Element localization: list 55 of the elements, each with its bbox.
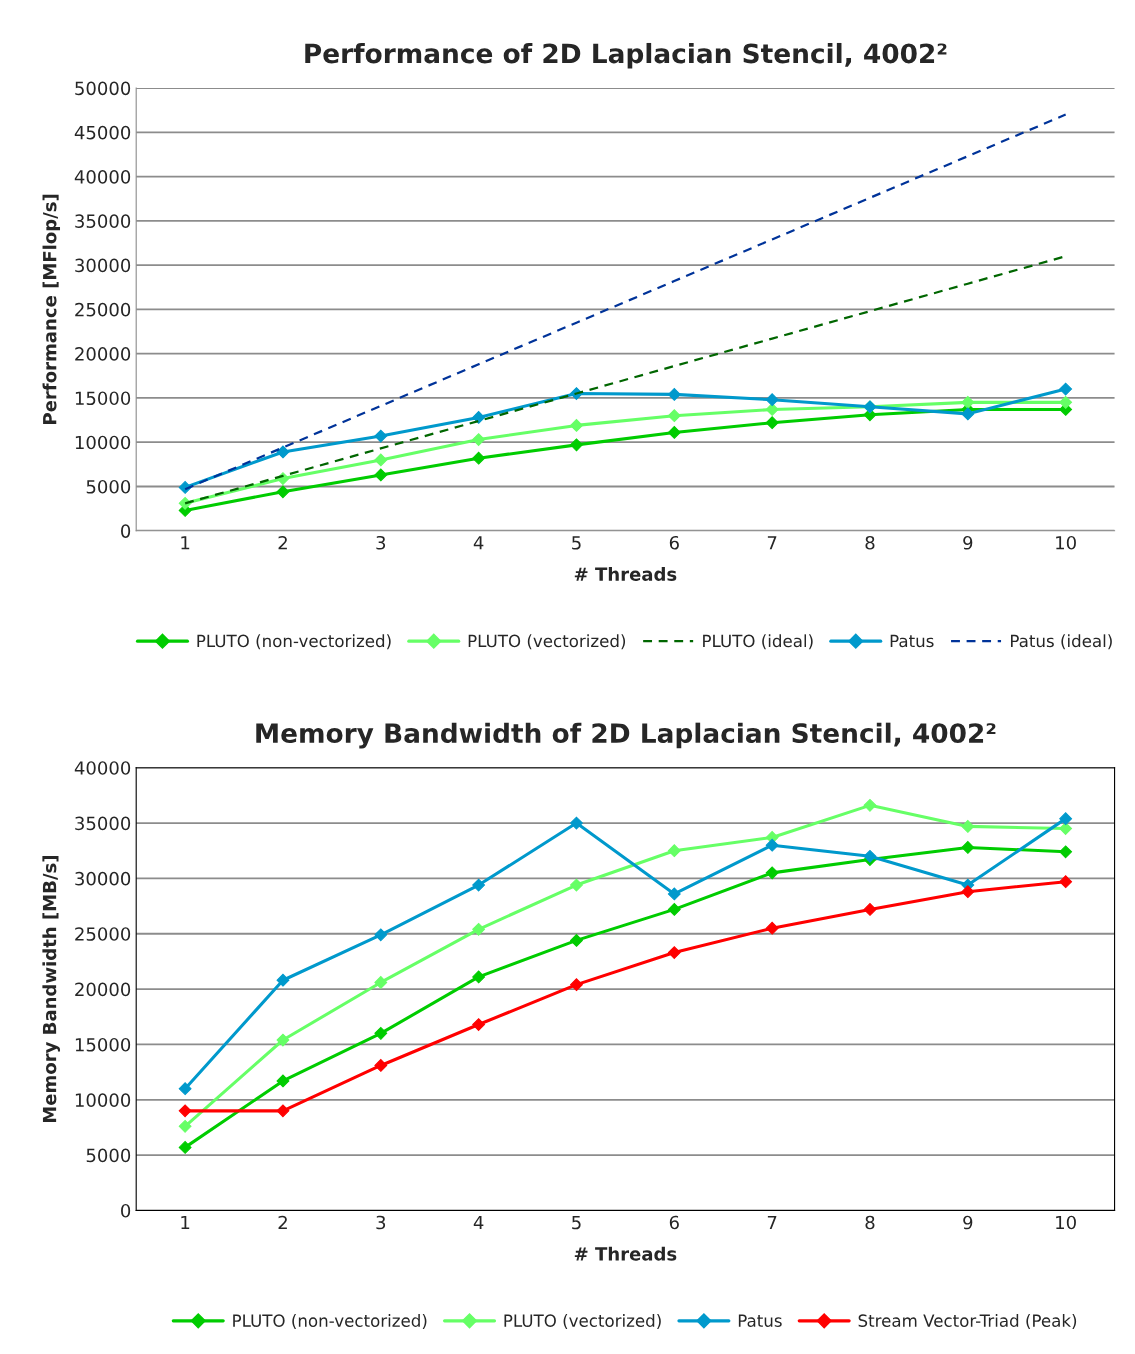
y-axis-title: Memory Bandwidth [MB/s] <box>42 856 61 1123</box>
x-tick-label: 9 <box>963 1215 973 1230</box>
y-tick-label: 5000 <box>86 1148 131 1163</box>
y-tick-label: 40000 <box>74 170 131 184</box>
x-tick-label: 2 <box>278 535 287 550</box>
y-tick-label: 50000 <box>75 81 131 96</box>
x-tick-label: 8 <box>865 1215 875 1230</box>
x-tick-label: 6 <box>669 535 679 550</box>
y-tick-label: 30000 <box>75 258 131 273</box>
legend-label: Patus <box>738 1314 782 1327</box>
x-tick-label: 6 <box>669 1215 679 1230</box>
legend-label: PLUTO (vectorized) <box>504 1314 661 1329</box>
y-tick-label: 5000 <box>86 479 131 494</box>
x-tick-label: 1 <box>181 1215 190 1230</box>
legend-label: PLUTO (vectorized) <box>468 634 626 650</box>
y-tick-label: 10000 <box>75 1093 131 1107</box>
x-tick-label: 5 <box>572 1215 581 1230</box>
legend-label: Patus (ideal) <box>1011 634 1112 650</box>
y-tick-label: 25000 <box>75 927 131 941</box>
y-tick-label: 15000 <box>75 391 131 406</box>
x-tick-label: 4 <box>473 536 484 550</box>
y-tick-label: 35000 <box>75 816 131 831</box>
y-tick-label: 45000 <box>74 125 131 140</box>
x-tick-label: 7 <box>767 1215 777 1230</box>
y-tick-label: 15000 <box>75 1037 131 1052</box>
y-tick-label: 10000 <box>75 435 131 450</box>
x-tick-label: 3 <box>376 535 386 550</box>
legend-label: Stream Vector-Triad (Peak) <box>858 1314 1077 1329</box>
x-tick-label: 10 <box>1056 535 1076 550</box>
y-tick-label: 25000 <box>75 302 131 317</box>
x-axis-title: # Threads <box>574 566 677 581</box>
y-axis-title: Performance [MFlop/s] <box>42 194 61 424</box>
x-tick-label: 3 <box>376 1215 386 1230</box>
y-tick-label: 20000 <box>75 982 131 997</box>
legend-label: PLUTO (ideal) <box>703 634 813 650</box>
x-tick-label: 2 <box>278 1215 287 1230</box>
y-tick-label: 30000 <box>75 871 131 886</box>
x-axis-title: # Threads <box>574 1246 677 1261</box>
x-tick-label: 1 <box>181 536 190 550</box>
chart-title: Memory Bandwidth of 2D Laplacian Stencil, 4002² <box>256 722 996 749</box>
x-tick-label: 7 <box>767 536 777 550</box>
y-tick-label: 40000 <box>74 761 131 775</box>
legend-label: PLUTO (non-vectorized) <box>197 634 391 650</box>
y-tick-label: 35000 <box>75 214 131 228</box>
y-tick-label: 20000 <box>75 347 131 361</box>
x-tick-label: 8 <box>865 535 875 550</box>
x-tick-label: 10 <box>1056 1215 1076 1230</box>
y-tick-label: 0 <box>121 1203 131 1218</box>
y-tick-label: 0 <box>121 524 131 538</box>
legend-label: Patus <box>890 634 934 648</box>
x-tick-label: 9 <box>963 535 973 550</box>
legend-label: PLUTO (non-vectorized) <box>233 1314 427 1329</box>
chart-title: Performance of 2D Laplacian Stencil, 4002² <box>305 42 947 69</box>
x-tick-label: 5 <box>572 536 581 550</box>
x-tick-label: 4 <box>473 1215 484 1230</box>
